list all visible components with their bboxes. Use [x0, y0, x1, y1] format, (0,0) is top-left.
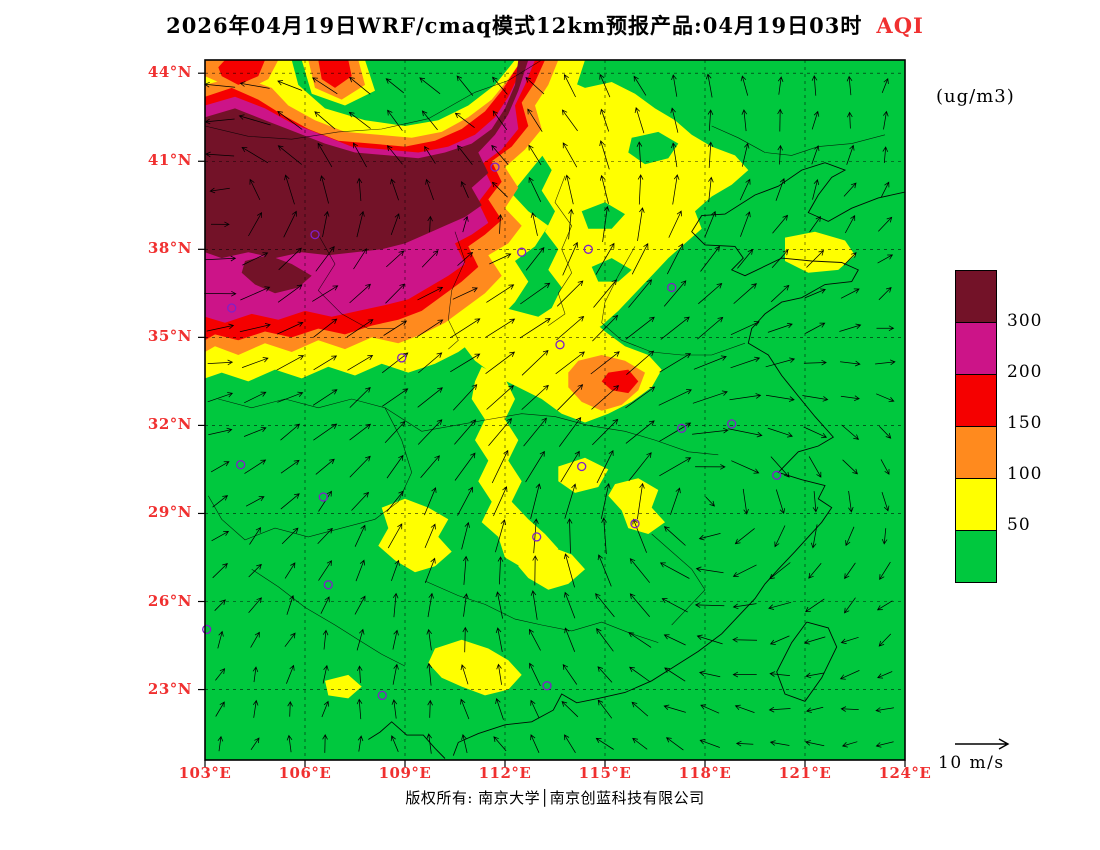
colorbar-cell-orange [955, 426, 997, 479]
y-tick-label: 35°N [147, 327, 192, 346]
y-tick-label: 23°N [147, 679, 192, 698]
x-tick-label: 115°E [578, 764, 632, 782]
aqi-map-canvas [198, 59, 906, 767]
x-tick-label: 103°E [178, 764, 232, 782]
x-axis-labels: 103°E 106°E 109°E 112°E 115°E 118°E 121°E 124°E [179, 764, 931, 784]
y-tick-label: 41°N [147, 151, 192, 170]
y-axis-labels: 44°N 41°N 38°N 35°N 32°N 29°N 26°N 23°N [130, 60, 196, 760]
x-tick-label: 112°E [478, 764, 532, 782]
colorbar-break-label: 300 [1007, 311, 1043, 331]
y-tick-label: 38°N [147, 239, 192, 258]
aqi-map [198, 59, 906, 767]
colorbar-break-label: 100 [1007, 464, 1043, 484]
x-tick-label: 106°E [278, 764, 332, 782]
colorbar-cell-magenta [955, 322, 997, 375]
page-title: 2026年04月19日WRF/cmaq模式12km预报产品:04月19日03时 A… [0, 10, 1090, 40]
colorbar-cell-red [955, 374, 997, 427]
y-tick-label: 32°N [147, 415, 192, 434]
pollutant-label: AQI [876, 13, 924, 38]
x-tick-label: 118°E [678, 764, 732, 782]
wind-reference-arrow-icon [952, 735, 1014, 755]
wind-reference-label: 10 m/s [938, 753, 1005, 773]
colorbar-break-label: 200 [1007, 362, 1043, 382]
y-tick-label: 29°N [147, 503, 192, 522]
x-tick-label: 121°E [778, 764, 832, 782]
colorbar-break-label: 50 [1007, 515, 1031, 535]
copyright: 版权所有: 南京大学│南京创蓝科技有限公司 [405, 789, 705, 807]
colorbar-cell-maroon [955, 270, 997, 323]
colorbar-cell-yellow [955, 478, 997, 531]
colorbar-cells [955, 270, 997, 583]
y-tick-label: 26°N [147, 591, 192, 610]
title-text: 2026年04月19日WRF/cmaq模式12km预报产品:04月19日03时 [166, 13, 863, 38]
x-tick-label: 109°E [378, 764, 432, 782]
colorbar: 300 200 150 100 50 [955, 270, 1041, 583]
x-tick-label: 124°E [878, 764, 932, 782]
colorbar-break-label: 150 [1007, 413, 1043, 433]
colorbar-cell-green [955, 530, 997, 583]
units-label: (ug/m3) [936, 86, 1015, 107]
y-tick-label: 44°N [147, 63, 192, 82]
colorbar-break-labels: 300 200 150 100 50 [1007, 270, 1067, 590]
